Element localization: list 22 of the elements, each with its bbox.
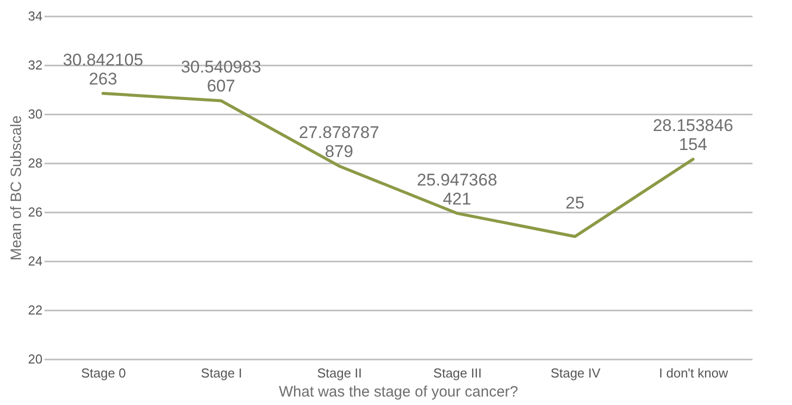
data-label: 27.878787 879 bbox=[298, 122, 380, 161]
data-label: 30.540983 607 bbox=[180, 58, 262, 96]
x-tick-label: Stage II bbox=[317, 366, 362, 380]
x-axis-title: What was the stage of your cancer? bbox=[278, 384, 518, 400]
y-tick-label: 28 bbox=[28, 156, 42, 170]
y-tick-label: 30 bbox=[28, 106, 42, 122]
data-label: 30.842105 263 bbox=[62, 50, 144, 88]
y-tick-label: 26 bbox=[28, 204, 42, 220]
y-tick-label: 34 bbox=[28, 8, 42, 24]
x-tick-label: Stage III bbox=[433, 366, 482, 380]
x-tick-label: I don't know bbox=[659, 366, 729, 380]
data-label: 25.947368 421 bbox=[416, 170, 498, 208]
y-tick-label: 32 bbox=[28, 58, 42, 72]
y-tick-label: 24 bbox=[28, 254, 42, 268]
x-tick-label: Stage I bbox=[200, 366, 242, 380]
x-tick-label: Stage 0 bbox=[81, 366, 126, 380]
x-tick-label: Stage IV bbox=[550, 366, 601, 380]
y-axis-title: Mean of BC Subscale bbox=[8, 115, 26, 261]
y-tick-label: 20 bbox=[28, 352, 42, 366]
data-label: 28.153846 154 bbox=[652, 116, 734, 154]
y-tick-label: 22 bbox=[28, 302, 42, 318]
data-label: 25 bbox=[566, 194, 584, 212]
